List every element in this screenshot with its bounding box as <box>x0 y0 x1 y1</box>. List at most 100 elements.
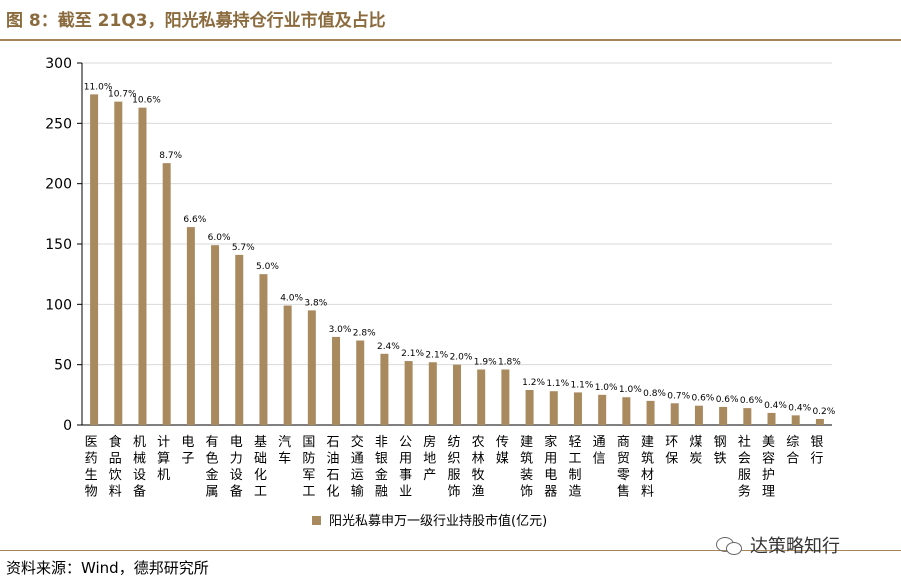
y-tick-label: 250 <box>45 116 72 132</box>
bar <box>307 310 316 425</box>
category-label: 美容护理 <box>762 435 775 500</box>
watermark-text: 达策略知行 <box>750 536 840 557</box>
data-label: 10.6% <box>132 96 161 106</box>
category-label: 商贸零售 <box>617 435 630 500</box>
category-label: 计算机 <box>157 435 170 483</box>
category-label: 钢铁 <box>714 435 727 467</box>
data-label: 10.7% <box>108 90 137 100</box>
bar <box>501 369 510 425</box>
y-tick-label: 0 <box>63 418 72 434</box>
bar <box>477 369 486 425</box>
data-label: 0.8% <box>643 389 666 399</box>
y-tick-labels: 0 50 100 150 200 250 300 <box>45 56 72 434</box>
category-label: 电力设备 <box>230 435 243 500</box>
bar <box>719 406 728 425</box>
category-label: 基础化工 <box>254 435 267 500</box>
data-label: 2.0% <box>450 353 473 363</box>
bar-chart: 0 50 100 150 200 250 300 11.0%10.7%10.6% 8.7% 6.… <box>45 56 836 529</box>
category-label: 汽车 <box>278 435 291 467</box>
bar <box>815 418 824 425</box>
category-label: 机械设备 <box>133 435 146 500</box>
data-label: 1.0% <box>595 383 618 393</box>
data-label: 3.8% <box>304 298 327 308</box>
bar <box>598 394 607 425</box>
bar <box>404 361 413 425</box>
category-labels: 医药生物食品饮料机械设备计算机电子有色金属电力设备基础化工汽车国防军工石油石化交… <box>85 434 824 500</box>
data-labels: 11.0%10.7%10.6%8.7%6.6%6.0%5.7%5.0%4.0% 3… <box>84 82 836 417</box>
data-label: 3.0% <box>329 325 352 335</box>
y-tick-label: 300 <box>45 56 72 72</box>
data-label: 1.2% <box>522 378 545 388</box>
bar <box>791 415 800 425</box>
legend-label: 阳光私募申万一级行业持股市值(亿元) <box>329 513 547 529</box>
category-label: 医药生物 <box>85 435 98 500</box>
category-label: 电子 <box>181 435 194 467</box>
category-label: 纺织服饰 <box>447 435 460 500</box>
bar <box>428 362 437 425</box>
data-label: 1.1% <box>571 380 594 390</box>
chat-bubbles-icon <box>716 535 744 555</box>
category-label: 环保 <box>665 435 678 467</box>
category-label: 社会服务 <box>738 434 751 500</box>
bar <box>235 254 244 425</box>
source-rule <box>0 550 901 551</box>
category-label: 传媒 <box>496 435 509 467</box>
category-label: 有色金属 <box>206 435 219 500</box>
data-label: 4.0% <box>280 294 303 304</box>
category-label: 农林牧渔 <box>472 435 485 500</box>
category-label: 通信 <box>593 435 606 467</box>
bar <box>283 305 292 425</box>
y-tick-label: 200 <box>45 177 72 193</box>
bar <box>549 391 558 425</box>
y-tick-label: 100 <box>45 297 72 313</box>
category-label: 公用事业 <box>399 435 412 500</box>
bar <box>453 364 461 425</box>
bar <box>162 163 171 426</box>
data-label: 0.7% <box>667 391 690 401</box>
bar <box>186 227 195 425</box>
data-label: 2.1% <box>425 350 448 360</box>
category-label: 建筑装饰 <box>520 435 533 500</box>
data-label: 1.1% <box>546 379 569 389</box>
data-label: 6.6% <box>183 215 206 225</box>
category-label: 食品饮料 <box>109 434 122 500</box>
category-label: 交通运输 <box>351 434 364 500</box>
figure-title: 图 8：截至 21Q3，阳光私募持仓行业市值及占比 <box>6 11 386 31</box>
data-label: 2.8% <box>353 329 376 339</box>
bar <box>332 336 341 425</box>
bar <box>380 353 389 425</box>
bar <box>622 397 631 425</box>
watermark: 达策略知行 <box>716 532 840 558</box>
bar <box>646 400 655 425</box>
y-tick-label: 150 <box>45 237 72 253</box>
category-label: 综合 <box>786 435 799 467</box>
bar <box>259 274 268 425</box>
bar <box>356 340 365 425</box>
bar <box>90 94 99 425</box>
title-rule <box>0 39 901 41</box>
data-label: 0.6% <box>740 396 763 406</box>
data-label: 0.6% <box>716 395 739 405</box>
category-label: 国防军工 <box>302 435 315 500</box>
data-label: 6.0% <box>208 233 231 243</box>
bar <box>525 390 534 425</box>
bar <box>211 245 220 425</box>
data-label: 1.8% <box>498 357 521 367</box>
category-label: 房地产 <box>423 434 436 483</box>
bar <box>138 107 147 425</box>
category-label: 建筑材料 <box>641 435 654 500</box>
data-label: 2.4% <box>377 342 400 352</box>
data-label: 1.9% <box>474 357 497 367</box>
bars <box>90 94 824 426</box>
data-label: 11.0% <box>84 82 113 92</box>
data-label: 5.0% <box>256 262 279 272</box>
bar <box>694 405 703 425</box>
category-label: 石油石化 <box>327 435 340 500</box>
data-label: 1.0% <box>619 385 642 395</box>
y-tick-label: 50 <box>54 358 72 374</box>
bar <box>743 408 752 425</box>
legend: 阳光私募申万一级行业持股市值(亿元) <box>312 513 547 529</box>
data-label: 0.6% <box>691 394 714 404</box>
bar <box>767 412 776 425</box>
data-label: 8.7% <box>159 151 182 161</box>
